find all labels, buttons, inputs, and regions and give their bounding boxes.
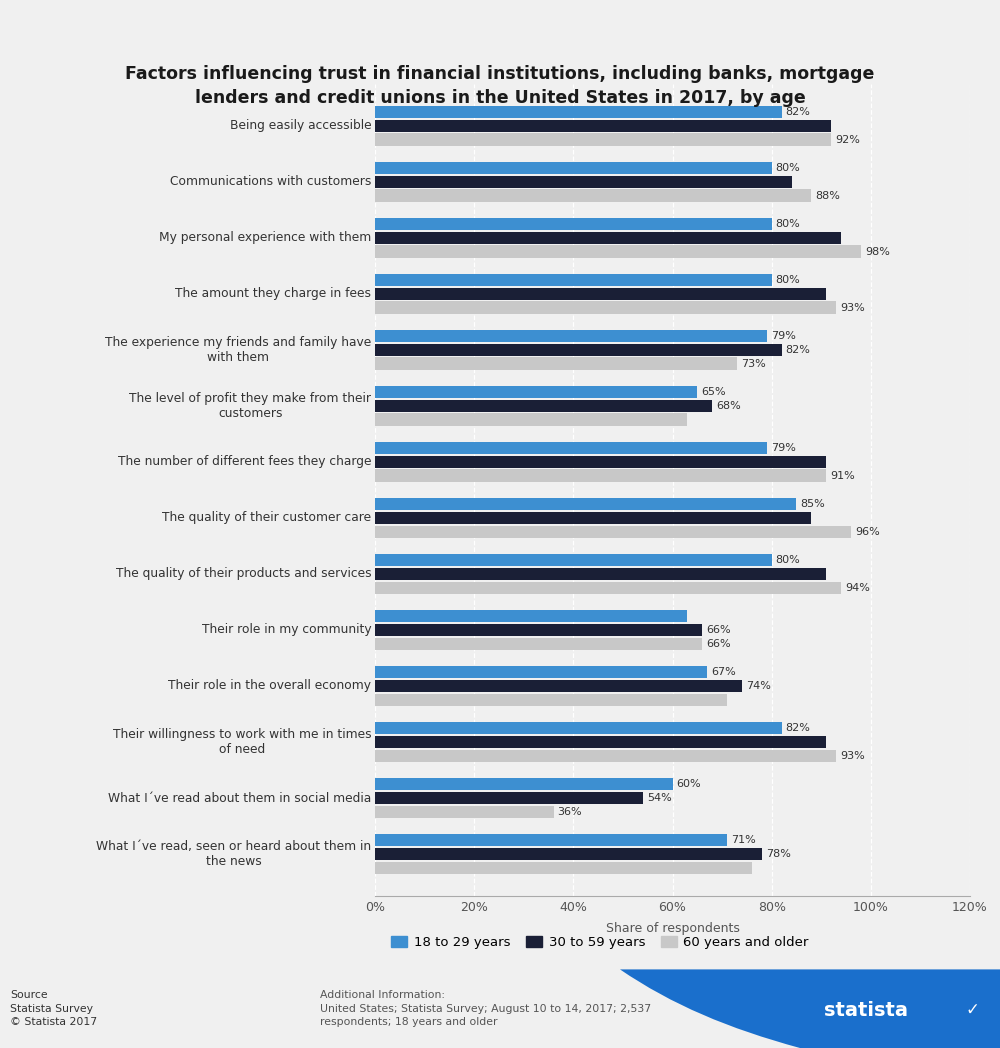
Bar xyxy=(375,399,712,412)
Bar xyxy=(375,218,772,231)
Bar xyxy=(375,106,782,118)
Bar xyxy=(375,176,792,188)
Text: The level of profit they make from their
customers: The level of profit they make from their… xyxy=(129,392,371,420)
Bar xyxy=(375,232,841,244)
Text: Their role in my community: Their role in my community xyxy=(202,624,371,636)
Bar xyxy=(375,414,687,425)
Text: 78%: 78% xyxy=(766,849,791,859)
Text: 94%: 94% xyxy=(845,583,870,593)
Bar xyxy=(375,456,826,468)
Bar xyxy=(375,274,772,286)
Text: 92%: 92% xyxy=(835,134,860,145)
Text: 60%: 60% xyxy=(676,780,701,789)
Text: ✓: ✓ xyxy=(965,1001,979,1020)
Text: What I´ve read, seen or heard about them in
the news: What I´ve read, seen or heard about them… xyxy=(96,840,371,868)
Bar xyxy=(375,330,767,343)
Text: 80%: 80% xyxy=(776,555,800,565)
Bar xyxy=(375,554,772,566)
Bar xyxy=(375,442,767,455)
Bar xyxy=(375,386,697,398)
Text: Source
Statista Survey
© Statista 2017: Source Statista Survey © Statista 2017 xyxy=(10,990,97,1027)
Text: 74%: 74% xyxy=(746,681,771,691)
Bar xyxy=(375,610,687,623)
PathPatch shape xyxy=(620,969,1000,1048)
Text: 80%: 80% xyxy=(776,276,800,285)
Text: Additional Information:
United States; Statista Survey; August 10 to 14, 2017; 2: Additional Information: United States; S… xyxy=(320,990,651,1027)
Text: Their willingness to work with me in times
of need: Their willingness to work with me in tim… xyxy=(113,728,371,756)
Legend: 18 to 29 years, 30 to 59 years, 60 years and older: 18 to 29 years, 30 to 59 years, 60 years… xyxy=(391,936,809,949)
Text: The quality of their customer care: The quality of their customer care xyxy=(162,511,371,524)
Text: 66%: 66% xyxy=(706,638,731,649)
Bar xyxy=(375,667,707,678)
Bar xyxy=(375,792,643,804)
Bar xyxy=(375,245,861,258)
Bar xyxy=(375,806,554,817)
Bar xyxy=(375,302,836,313)
Bar xyxy=(375,848,762,860)
Bar xyxy=(375,680,742,692)
Text: 36%: 36% xyxy=(557,807,582,816)
X-axis label: Share of respondents: Share of respondents xyxy=(606,922,739,935)
Bar xyxy=(375,525,851,538)
Text: statista: statista xyxy=(824,1001,908,1020)
Text: 96%: 96% xyxy=(855,527,880,537)
Text: 66%: 66% xyxy=(706,625,731,635)
Text: 65%: 65% xyxy=(701,387,726,397)
Bar xyxy=(375,498,796,510)
Text: 82%: 82% xyxy=(786,345,810,355)
Bar xyxy=(375,834,727,847)
Text: Communications with customers: Communications with customers xyxy=(170,175,371,189)
Text: What I´ve read about them in social media: What I´ve read about them in social medi… xyxy=(108,791,371,805)
Text: My personal experience with them: My personal experience with them xyxy=(159,232,371,244)
Bar xyxy=(375,722,782,735)
Text: 80%: 80% xyxy=(776,219,800,230)
Bar xyxy=(375,344,782,356)
Bar xyxy=(375,624,702,636)
Bar xyxy=(375,694,727,706)
Bar xyxy=(375,736,826,748)
Text: 88%: 88% xyxy=(815,191,840,200)
Text: 80%: 80% xyxy=(776,163,800,173)
Bar xyxy=(375,133,831,146)
Text: 93%: 93% xyxy=(840,303,865,312)
Bar xyxy=(375,511,811,524)
Text: 67%: 67% xyxy=(711,668,736,677)
Bar xyxy=(375,357,737,370)
Text: 79%: 79% xyxy=(771,443,796,453)
Text: 79%: 79% xyxy=(771,331,796,342)
Text: The number of different fees they charge: The number of different fees they charge xyxy=(118,456,371,468)
Text: The quality of their products and services: The quality of their products and servic… xyxy=(116,567,371,581)
Text: The experience my friends and family have
with them: The experience my friends and family hav… xyxy=(105,336,371,364)
Bar xyxy=(375,778,672,790)
Bar xyxy=(375,582,841,594)
Text: 82%: 82% xyxy=(786,723,810,734)
Text: 68%: 68% xyxy=(716,401,741,411)
Bar xyxy=(375,190,811,202)
Text: The amount they charge in fees: The amount they charge in fees xyxy=(175,287,371,301)
Bar xyxy=(375,568,826,581)
Bar xyxy=(375,119,831,132)
Bar xyxy=(375,288,826,300)
Text: Factors influencing trust in financial institutions, including banks, mortgage
l: Factors influencing trust in financial i… xyxy=(125,65,875,107)
Bar xyxy=(375,637,702,650)
Text: 82%: 82% xyxy=(786,107,810,117)
Text: 73%: 73% xyxy=(741,358,766,369)
Text: 54%: 54% xyxy=(647,793,671,803)
Text: Being easily accessible: Being easily accessible xyxy=(230,119,371,132)
Bar xyxy=(375,749,836,762)
Text: 98%: 98% xyxy=(865,246,890,257)
Bar xyxy=(375,861,752,874)
Text: 85%: 85% xyxy=(800,499,825,509)
Text: Their role in the overall economy: Their role in the overall economy xyxy=(168,679,371,693)
Bar xyxy=(375,470,826,482)
Text: 71%: 71% xyxy=(731,835,756,846)
Text: 91%: 91% xyxy=(830,471,855,481)
Text: 93%: 93% xyxy=(840,750,865,761)
Bar xyxy=(375,162,772,174)
